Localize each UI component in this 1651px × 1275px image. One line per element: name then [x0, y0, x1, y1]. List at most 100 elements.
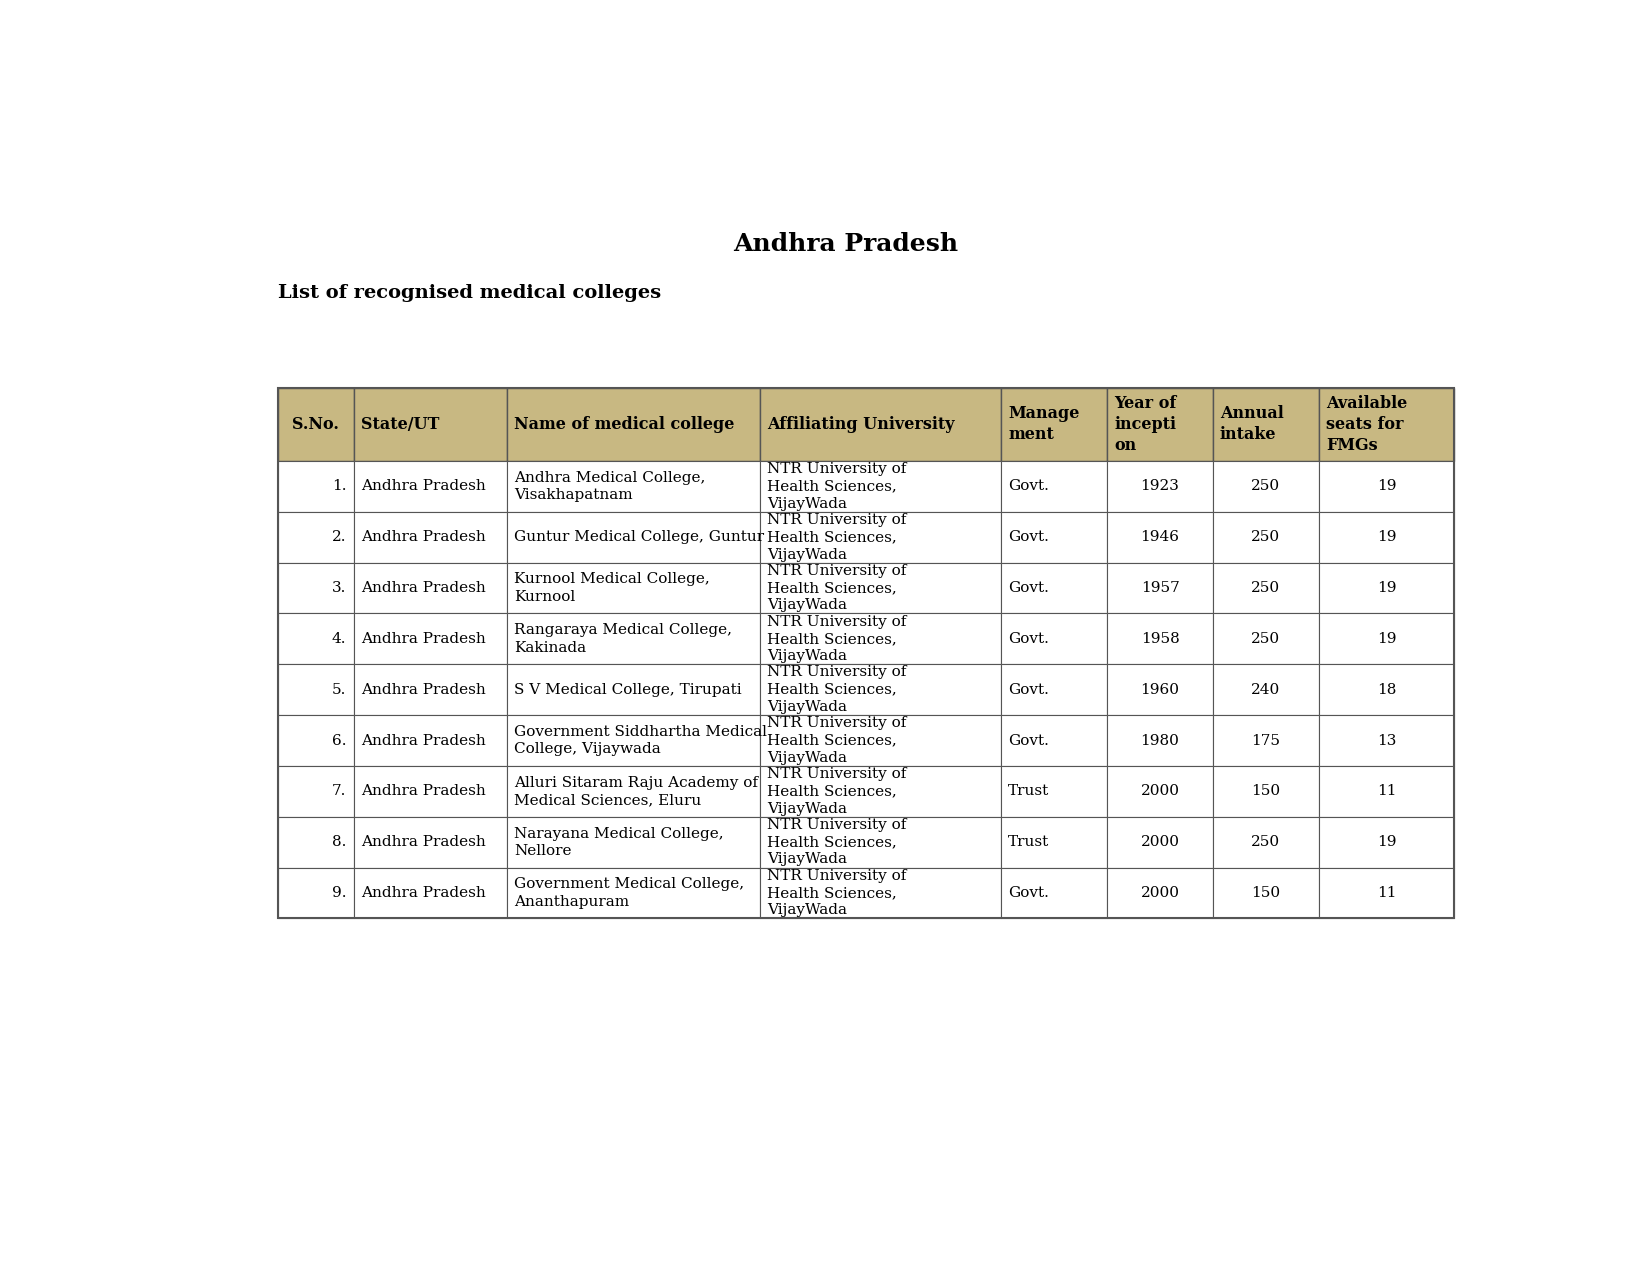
Text: 9.: 9. [332, 886, 347, 900]
Bar [355, 867, 507, 918]
Text: Andhra Pradesh: Andhra Pradesh [362, 530, 485, 544]
Bar [507, 664, 759, 715]
Bar [1001, 388, 1108, 462]
Text: Govt.: Govt. [1009, 733, 1048, 747]
Text: 8.: 8. [332, 835, 347, 849]
Bar [277, 817, 355, 867]
Text: 1957: 1957 [1141, 581, 1179, 595]
Bar [355, 388, 507, 462]
Bar [507, 388, 759, 462]
Text: Govt.: Govt. [1009, 530, 1048, 544]
Text: Name of medical college: Name of medical college [513, 416, 735, 434]
Bar [1319, 462, 1455, 511]
Bar [1108, 715, 1213, 766]
Bar [355, 766, 507, 817]
Bar [1001, 562, 1108, 613]
Bar [277, 511, 355, 562]
Bar [1108, 511, 1213, 562]
Bar [1213, 766, 1319, 817]
Bar [1319, 817, 1455, 867]
Text: Trust: Trust [1009, 784, 1050, 798]
Bar [507, 715, 759, 766]
Text: 19: 19 [1377, 632, 1397, 646]
Bar [277, 388, 355, 462]
Bar [1001, 715, 1108, 766]
Text: 2.: 2. [332, 530, 347, 544]
Bar [277, 664, 355, 715]
Text: Guntur Medical College, Guntur: Guntur Medical College, Guntur [513, 530, 764, 544]
Bar [759, 664, 1001, 715]
Text: Manage
ment: Manage ment [1009, 405, 1080, 444]
Text: NTR University of
Health Sciences,
VijayWada: NTR University of Health Sciences, Vijay… [768, 615, 906, 663]
Bar [1213, 562, 1319, 613]
Text: Kurnool Medical College,
Kurnool: Kurnool Medical College, Kurnool [513, 572, 710, 603]
Text: 1946: 1946 [1141, 530, 1179, 544]
Bar [759, 388, 1001, 462]
Bar [1213, 511, 1319, 562]
Bar [507, 766, 759, 817]
Text: 175: 175 [1251, 733, 1281, 747]
Bar [1319, 766, 1455, 817]
Bar [507, 462, 759, 511]
Text: 11: 11 [1377, 784, 1397, 798]
Text: Andhra Pradesh: Andhra Pradesh [362, 886, 485, 900]
Text: 250: 250 [1251, 581, 1281, 595]
Text: 2000: 2000 [1141, 886, 1179, 900]
Bar [1108, 867, 1213, 918]
Bar [1213, 664, 1319, 715]
Text: Andhra Medical College,
Visakhapatnam: Andhra Medical College, Visakhapatnam [513, 470, 705, 502]
Text: Andhra Pradesh: Andhra Pradesh [362, 784, 485, 798]
Text: Andhra Pradesh: Andhra Pradesh [733, 232, 959, 256]
Text: Annual
intake: Annual intake [1220, 405, 1284, 444]
Text: 1960: 1960 [1141, 682, 1179, 696]
Text: Government Medical College,
Ananthapuram: Government Medical College, Ananthapuram [513, 877, 745, 909]
Bar [1319, 867, 1455, 918]
Text: NTR University of
Health Sciences,
VijayWada: NTR University of Health Sciences, Vijay… [768, 768, 906, 816]
Bar [759, 613, 1001, 664]
Bar [507, 613, 759, 664]
Bar [1213, 462, 1319, 511]
Text: 5.: 5. [332, 682, 347, 696]
Bar [1108, 664, 1213, 715]
Text: NTR University of
Health Sciences,
VijayWada: NTR University of Health Sciences, Vijay… [768, 868, 906, 917]
Bar [277, 867, 355, 918]
Bar [1001, 766, 1108, 817]
Bar [759, 511, 1001, 562]
Text: Govt.: Govt. [1009, 581, 1048, 595]
Text: Narayana Medical College,
Nellore: Narayana Medical College, Nellore [513, 826, 723, 858]
Text: NTR University of
Health Sciences,
VijayWada: NTR University of Health Sciences, Vijay… [768, 717, 906, 765]
Text: S.No.: S.No. [292, 416, 340, 434]
Text: 2000: 2000 [1141, 835, 1179, 849]
Text: List of recognised medical colleges: List of recognised medical colleges [277, 284, 660, 302]
Bar [1213, 715, 1319, 766]
Bar [1108, 766, 1213, 817]
Bar [759, 715, 1001, 766]
Bar [1319, 388, 1455, 462]
Bar [1319, 715, 1455, 766]
Bar [507, 867, 759, 918]
Text: NTR University of
Health Sciences,
VijayWada: NTR University of Health Sciences, Vijay… [768, 462, 906, 511]
Text: Year of
incepti
on: Year of incepti on [1114, 395, 1176, 454]
Text: Andhra Pradesh: Andhra Pradesh [362, 733, 485, 747]
Bar [1319, 613, 1455, 664]
Text: Alluri Sitaram Raju Academy of
Medical Sciences, Eluru: Alluri Sitaram Raju Academy of Medical S… [513, 775, 758, 807]
Bar [1108, 817, 1213, 867]
Bar [1213, 388, 1319, 462]
Bar [355, 462, 507, 511]
Bar [759, 817, 1001, 867]
Text: 250: 250 [1251, 479, 1281, 493]
Text: Trust: Trust [1009, 835, 1050, 849]
Bar [759, 867, 1001, 918]
Text: Andhra Pradesh: Andhra Pradesh [362, 581, 485, 595]
Text: NTR University of
Health Sciences,
VijayWada: NTR University of Health Sciences, Vijay… [768, 666, 906, 714]
Text: 1.: 1. [332, 479, 347, 493]
Bar [355, 817, 507, 867]
Text: NTR University of
Health Sciences,
VijayWada: NTR University of Health Sciences, Vijay… [768, 564, 906, 612]
Bar [1319, 511, 1455, 562]
Bar [1001, 867, 1108, 918]
Bar [759, 462, 1001, 511]
Text: 6.: 6. [332, 733, 347, 747]
Text: 2000: 2000 [1141, 784, 1179, 798]
Text: 7.: 7. [332, 784, 347, 798]
Bar [1213, 867, 1319, 918]
